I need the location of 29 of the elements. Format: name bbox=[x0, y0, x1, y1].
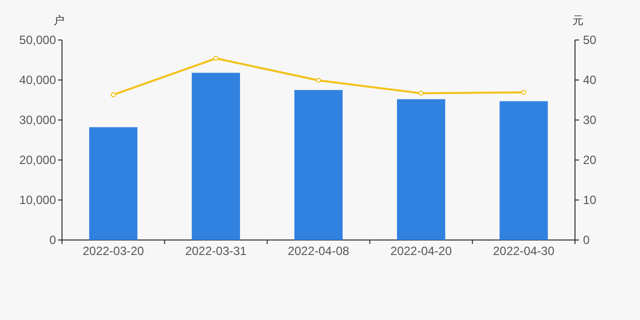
y2-tick-label: 10 bbox=[583, 193, 597, 207]
bar bbox=[294, 90, 343, 240]
point bbox=[213, 56, 218, 61]
bar bbox=[500, 101, 548, 240]
y2-tick-label: 0 bbox=[583, 233, 590, 247]
y-tick-label: 40,000 bbox=[19, 73, 56, 87]
y2-tick-label: 40 bbox=[583, 73, 597, 87]
y-tick-label: 30,000 bbox=[19, 113, 56, 127]
point bbox=[110, 92, 116, 98]
point bbox=[316, 78, 321, 83]
x-tick-label: 2022-03-20 bbox=[82, 244, 144, 258]
y-tick-label: 0 bbox=[49, 233, 56, 247]
bar bbox=[192, 72, 240, 240]
bar bbox=[396, 99, 446, 240]
x-tick-label: 2022-04-08 bbox=[288, 244, 350, 258]
bar bbox=[89, 127, 138, 240]
point bbox=[521, 90, 526, 95]
y-tick-label: 10,000 bbox=[19, 193, 56, 207]
y2-tick-label: 30 bbox=[583, 113, 597, 127]
y-axis-title: 户 bbox=[54, 14, 64, 27]
y2-tick-label: 20 bbox=[583, 153, 597, 167]
point bbox=[418, 90, 424, 96]
y-tick-label: 50,000 bbox=[19, 33, 56, 47]
x-tick-label: 2022-04-30 bbox=[493, 244, 555, 258]
x-tick-label: 2022-03-31 bbox=[185, 244, 247, 258]
y2-axis-title: 元 bbox=[572, 15, 584, 27]
y2-tick-label: 50 bbox=[583, 33, 597, 47]
y-tick-label: 20,000 bbox=[19, 153, 56, 167]
x-tick-label: 2022-04-20 bbox=[390, 244, 452, 258]
